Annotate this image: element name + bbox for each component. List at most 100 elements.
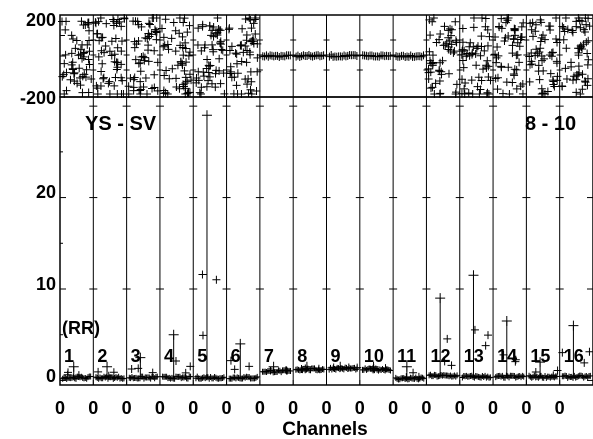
phase-point <box>578 70 587 79</box>
phase-point <box>71 44 80 53</box>
phase-point <box>201 41 210 50</box>
phase-point <box>232 59 241 68</box>
phase-point <box>227 42 236 51</box>
phase-y-tick-bottom: -200 <box>20 88 56 108</box>
amplitude-point <box>245 362 254 371</box>
phase-point <box>567 62 576 71</box>
phase-point <box>546 22 555 31</box>
x-tick-label: 0 <box>455 398 465 418</box>
amplitude-point <box>470 325 479 334</box>
phase-point <box>493 73 502 82</box>
amplitude-point <box>443 334 452 343</box>
phase-point <box>242 31 251 40</box>
phase-point <box>82 65 91 74</box>
amplitude-point <box>564 374 571 381</box>
phase-point <box>101 42 110 51</box>
phase-point <box>159 42 168 51</box>
phase-point <box>461 78 470 87</box>
phase-point <box>105 47 114 56</box>
amplitude-panel-points <box>59 110 593 383</box>
channel-dividers <box>92 15 561 385</box>
phase-point <box>439 41 448 50</box>
phase-point <box>444 33 453 42</box>
phase-point <box>538 56 547 65</box>
phase-point <box>167 34 176 43</box>
phase-point <box>181 78 190 87</box>
phase-point <box>74 51 83 60</box>
phase-point <box>577 17 586 26</box>
amplitude-point <box>484 373 491 380</box>
phase-point <box>493 42 502 51</box>
phase-point <box>583 81 592 90</box>
phase-point <box>545 50 554 59</box>
phase-point <box>117 37 126 46</box>
amplitude-point <box>154 373 161 380</box>
phase-point <box>446 24 455 33</box>
amp-y-tick-0: 0 <box>46 366 56 386</box>
phase-point <box>211 69 220 78</box>
phase-y-tick-top: 200 <box>26 10 56 30</box>
phase-point <box>444 69 453 78</box>
phase-point <box>537 84 546 93</box>
amplitude-point <box>120 375 127 382</box>
phase-point <box>163 40 172 49</box>
phase-point <box>87 74 96 83</box>
phase-point <box>62 17 71 26</box>
phase-point <box>583 60 592 69</box>
phase-point <box>280 52 289 61</box>
phase-point <box>559 24 568 33</box>
channel-label: 13 <box>464 346 484 366</box>
phase-point <box>99 73 108 82</box>
phase-point <box>94 52 103 61</box>
phase-point <box>112 65 121 74</box>
channel-label: 14 <box>497 346 517 366</box>
amplitude-point <box>96 374 103 381</box>
amplitude-point <box>426 372 433 379</box>
phase-point <box>69 69 78 78</box>
amplitude-point <box>176 373 183 380</box>
phase-point <box>562 44 571 53</box>
phase-point <box>79 52 88 61</box>
phase-point <box>100 48 109 57</box>
phase-point <box>246 85 255 94</box>
amplitude-point <box>420 375 427 382</box>
amplitude-point <box>447 361 456 370</box>
phase-point <box>198 20 207 29</box>
phase-point <box>469 42 478 51</box>
x-tick-label: 0 <box>222 398 232 418</box>
phase-point <box>572 22 581 31</box>
phase-point <box>105 77 114 86</box>
amplitude-point <box>220 374 227 381</box>
phase-point <box>77 17 86 26</box>
amplitude-point <box>64 368 73 377</box>
phase-point <box>168 64 177 73</box>
phase-point <box>484 72 493 81</box>
phase-point <box>515 42 524 51</box>
phase-point <box>110 57 119 66</box>
phase-point <box>317 51 326 60</box>
channel-label: 2 <box>97 346 107 366</box>
phase-point <box>508 41 517 50</box>
phase-point <box>227 73 236 82</box>
phase-point <box>150 83 159 92</box>
channel-label: 16 <box>564 346 584 366</box>
phase-point <box>164 45 173 54</box>
phase-point <box>135 86 144 95</box>
phase-point <box>171 26 180 35</box>
amplitude-point <box>226 356 235 365</box>
phase-point <box>165 74 174 83</box>
phase-point <box>581 78 590 87</box>
phase-point <box>552 35 561 44</box>
amplitude-point <box>168 374 175 381</box>
axis-ticks <box>60 35 593 381</box>
phase-point <box>493 85 502 94</box>
amplitude-point <box>230 365 239 374</box>
phase-point <box>239 48 248 57</box>
phase-point <box>139 52 148 61</box>
phase-point <box>204 76 213 85</box>
phase-point <box>482 64 491 73</box>
phase-point <box>238 24 247 33</box>
phase-point <box>136 58 145 67</box>
channel-labels: 1 2 3 4 5 6 7 8 9 10 11 12 13 14 15 16 <box>64 346 584 366</box>
phase-point <box>232 50 241 59</box>
